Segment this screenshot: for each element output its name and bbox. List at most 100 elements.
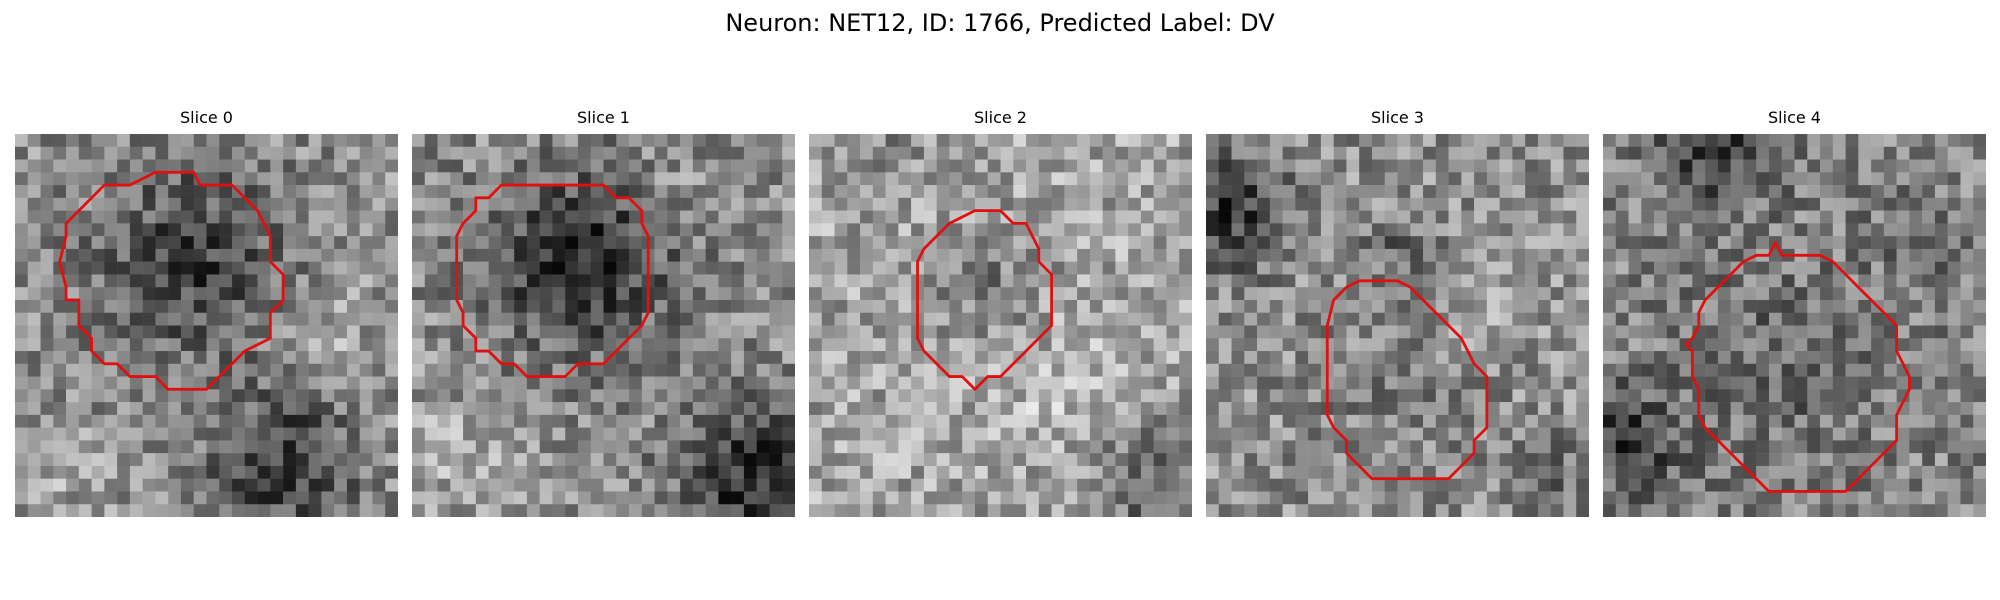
pixel	[1615, 491, 1629, 505]
pixel	[501, 287, 515, 301]
pixel	[692, 338, 706, 352]
pixel	[1705, 236, 1719, 250]
pixel	[1858, 312, 1872, 326]
pixel	[1397, 223, 1411, 237]
pixel	[321, 261, 335, 275]
pixel	[1705, 274, 1719, 288]
pixel	[1692, 210, 1706, 224]
pixel	[616, 210, 630, 224]
pixel	[1333, 414, 1347, 428]
pixel	[1423, 478, 1437, 492]
pixel	[475, 363, 489, 377]
pixel	[603, 210, 617, 224]
pixel	[1371, 440, 1385, 454]
pixel	[193, 325, 207, 339]
pixel	[488, 504, 502, 517]
pixel	[809, 261, 823, 275]
pixel	[475, 248, 489, 262]
pixel	[847, 197, 861, 211]
pixel	[1013, 299, 1027, 313]
pixel	[680, 389, 694, 403]
pixel	[1730, 146, 1744, 160]
pixel	[1231, 210, 1245, 224]
pixel	[616, 185, 630, 199]
pixel	[142, 159, 156, 173]
pixel	[1807, 440, 1821, 454]
pixel	[1973, 504, 1986, 517]
pixel	[872, 299, 886, 313]
pixel	[756, 223, 770, 237]
pixel	[1947, 146, 1961, 160]
pixel	[437, 210, 451, 224]
pixel	[1038, 134, 1052, 148]
pixel	[1179, 389, 1192, 403]
pixel	[1423, 312, 1437, 326]
pixel	[692, 504, 706, 517]
pixel	[1909, 274, 1923, 288]
pixel	[1768, 491, 1782, 505]
pixel	[1654, 491, 1668, 505]
pixel	[705, 287, 719, 301]
pixel	[1960, 363, 1974, 377]
pixel	[1038, 248, 1052, 262]
pixel	[743, 236, 757, 250]
pixel	[334, 325, 348, 339]
pixel	[1781, 210, 1795, 224]
pixel	[641, 197, 655, 211]
pixel	[809, 478, 823, 492]
pixel	[1807, 185, 1821, 199]
pixel	[923, 427, 937, 441]
pixel	[193, 351, 207, 365]
pixel	[1705, 504, 1719, 517]
pixel	[1128, 351, 1142, 365]
pixel	[1666, 172, 1680, 186]
pixel	[437, 197, 451, 211]
pixel	[91, 478, 105, 492]
pixel	[206, 172, 220, 186]
pixel	[1641, 351, 1655, 365]
pixel	[1308, 440, 1322, 454]
pixel	[1641, 440, 1655, 454]
pixel	[155, 504, 169, 517]
pixel	[1064, 185, 1078, 199]
pixel	[1026, 299, 1040, 313]
pixel	[1499, 453, 1513, 467]
pixel	[283, 197, 297, 211]
pixel	[1435, 248, 1449, 262]
pixel	[629, 223, 643, 237]
pixel	[1692, 338, 1706, 352]
pixel	[1717, 287, 1731, 301]
pixel	[743, 312, 757, 326]
pixel	[680, 159, 694, 173]
pixel	[450, 312, 464, 326]
pixel	[1000, 453, 1014, 467]
pixel	[219, 185, 233, 199]
pixel	[1947, 299, 1961, 313]
pixel	[590, 261, 604, 275]
pixel	[1820, 440, 1834, 454]
pixel	[1474, 159, 1488, 173]
pixel	[577, 146, 591, 160]
pixel	[1499, 351, 1513, 365]
pixel	[1218, 134, 1232, 148]
pixel	[1448, 440, 1462, 454]
slice-image	[1206, 134, 1589, 517]
pixel	[923, 491, 937, 505]
pixel	[1140, 287, 1154, 301]
pixel	[1153, 236, 1167, 250]
pixel	[860, 312, 874, 326]
pixel	[129, 299, 143, 313]
pixel	[1013, 274, 1027, 288]
pixel	[1423, 287, 1437, 301]
pixel	[1423, 427, 1437, 441]
pixel	[949, 236, 963, 250]
pixel	[104, 427, 118, 441]
pixel	[1474, 248, 1488, 262]
pixel	[1013, 146, 1027, 160]
pixel	[539, 351, 553, 365]
pixel	[1832, 465, 1846, 479]
pixel	[590, 236, 604, 250]
pixel	[1102, 376, 1116, 390]
pixel	[898, 363, 912, 377]
pixel	[782, 491, 795, 505]
